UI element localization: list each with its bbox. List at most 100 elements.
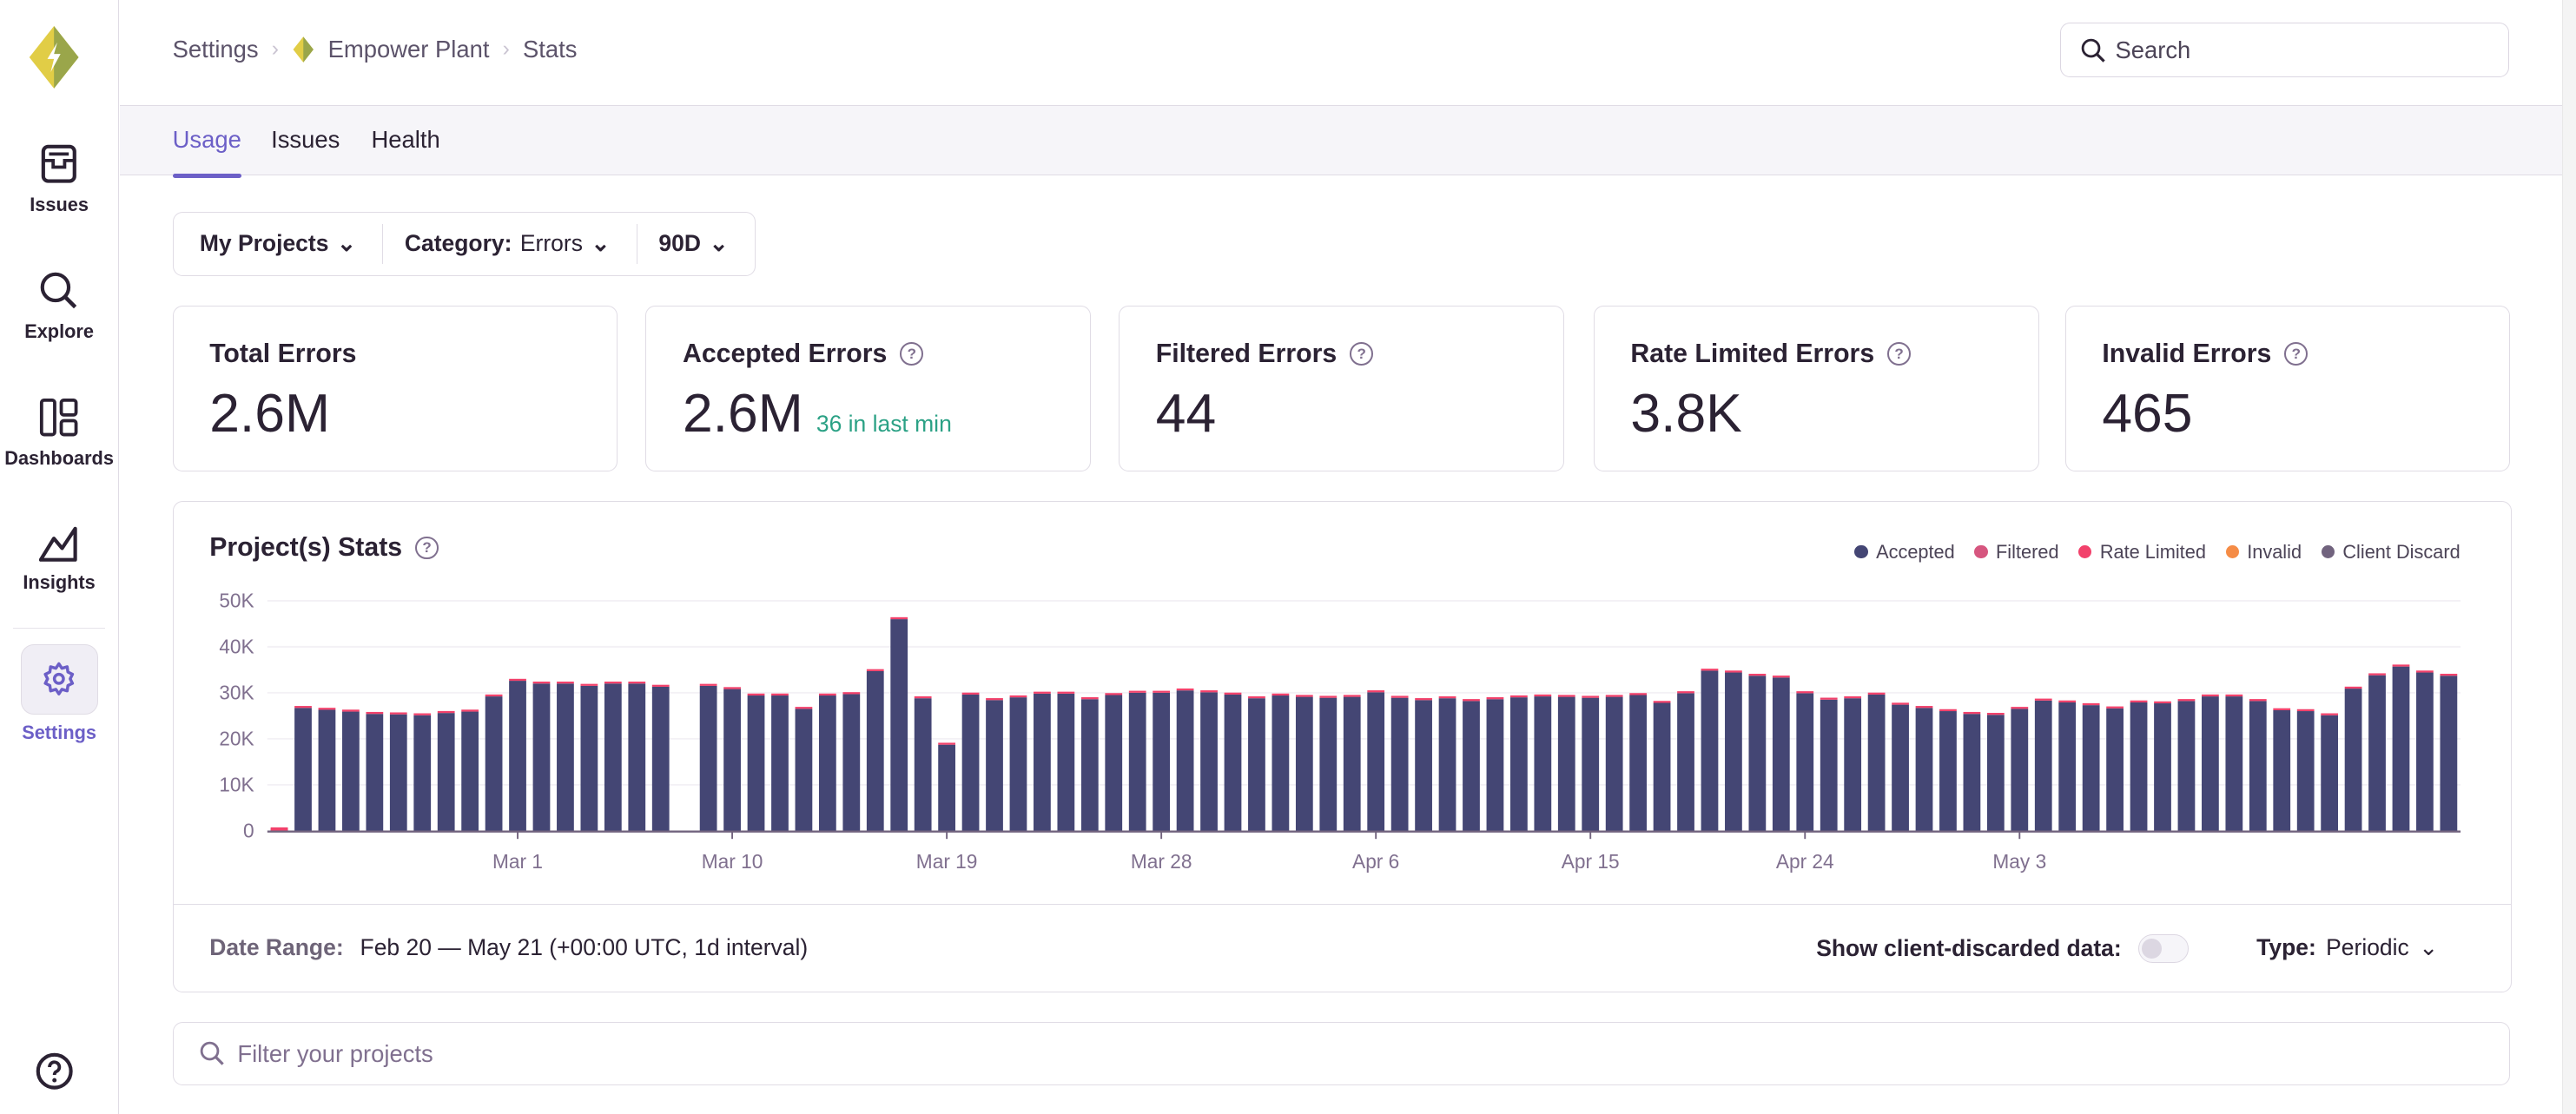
- bar-rate-limited: [460, 709, 479, 712]
- bar-rate-limited: [1009, 695, 1027, 697]
- bar-rate-limited: [508, 678, 526, 681]
- tab-bar: Usage Issues Health: [120, 106, 2563, 178]
- card-value: 3.8K: [1630, 382, 1742, 444]
- bar-accepted: [1438, 697, 1456, 831]
- bar-rate-limited: [723, 686, 741, 689]
- bar-accepted: [866, 670, 884, 831]
- legend-client-discard[interactable]: Client Discard: [2321, 541, 2460, 564]
- client-discard-toggle[interactable]: [2137, 934, 2190, 963]
- bar-rate-limited: [1534, 694, 1551, 696]
- question-icon[interactable]: ?: [415, 536, 439, 560]
- bar-rate-limited: [889, 616, 908, 619]
- legend-accepted[interactable]: Accepted: [1854, 541, 1955, 564]
- chevron-down-icon: ⌄: [2419, 934, 2439, 961]
- bar-rate-limited: [1152, 690, 1170, 693]
- bar-accepted: [318, 709, 335, 831]
- bar-rate-limited: [1939, 709, 1957, 711]
- chart-title: Project(s) Stats: [209, 532, 403, 562]
- sidebar-item-explore[interactable]: Explore: [0, 271, 118, 343]
- bar-accepted: [2105, 708, 2124, 831]
- legend-rate-limited[interactable]: Rate Limited: [2078, 541, 2206, 564]
- legend-invalid[interactable]: Invalid: [2225, 541, 2302, 564]
- legend-filtered[interactable]: Filtered: [1974, 541, 2059, 564]
- sidebar-item-insights[interactable]: Insights: [0, 525, 118, 594]
- scrollbar[interactable]: [2561, 0, 2576, 1114]
- bar-rate-limited: [818, 693, 836, 695]
- bar-rate-limited: [556, 681, 574, 683]
- bar-rate-limited: [866, 669, 884, 671]
- breadcrumb-project[interactable]: Empower Plant: [327, 35, 490, 63]
- search-input[interactable]: Search: [2060, 23, 2509, 77]
- bar-rate-limited: [1867, 692, 1886, 695]
- bar-accepted: [532, 682, 550, 831]
- bar-rate-limited: [1366, 689, 1384, 692]
- date-range-value: Feb 20 — May 21 (+00:00 UTC, 1d interval…: [360, 934, 809, 961]
- bar-rate-limited: [914, 695, 932, 698]
- bar-accepted: [1128, 692, 1146, 831]
- chevron-down-icon: ⌄: [709, 230, 729, 257]
- bar-accepted: [2440, 675, 2457, 831]
- question-icon[interactable]: ?: [2284, 342, 2308, 366]
- question-icon[interactable]: [35, 1051, 74, 1091]
- project-selector[interactable]: My Projects ⌄: [174, 224, 383, 263]
- question-icon[interactable]: ?: [1887, 342, 1911, 366]
- bar-accepted: [1748, 675, 1766, 831]
- bar-accepted: [1009, 696, 1027, 831]
- bar-accepted: [2249, 700, 2267, 831]
- type-selector[interactable]: Type: Periodic ⌄: [2256, 934, 2438, 961]
- bar-rate-limited: [2034, 698, 2052, 701]
- tab-health[interactable]: Health: [371, 125, 440, 153]
- search-placeholder: Search: [2115, 36, 2191, 63]
- bar-accepted: [1581, 697, 1599, 831]
- chart-footer: Date Range: Feb 20 — May 21 (+00:00 UTC, …: [173, 904, 2512, 992]
- bar-rate-limited: [318, 707, 335, 709]
- bar-accepted: [2225, 695, 2242, 831]
- category-value: Errors: [519, 230, 583, 257]
- dashboard-icon: [40, 398, 78, 437]
- breadcrumb: Settings › Empower Plant › Stats: [173, 35, 578, 64]
- breadcrumb-settings[interactable]: Settings: [172, 35, 259, 63]
- bar-rate-limited: [2225, 694, 2242, 696]
- bar-rate-limited: [604, 681, 622, 683]
- tab-issues[interactable]: Issues: [271, 125, 340, 153]
- sidebar-item-issues[interactable]: Issues: [0, 144, 118, 216]
- bar-accepted: [842, 693, 860, 831]
- bar-accepted: [2034, 700, 2052, 831]
- project-stats-card: Project(s) Stats? Accepted Filtered Rate…: [172, 500, 2513, 992]
- bar-accepted: [580, 685, 598, 831]
- x-tick-label: Mar 1: [492, 850, 543, 873]
- bar-accepted: [770, 695, 789, 831]
- tab-usage[interactable]: Usage: [172, 125, 241, 178]
- bar-rate-limited: [1676, 690, 1694, 693]
- chevron-right-icon: ›: [271, 36, 279, 61]
- filter-projects-input[interactable]: Filter your projects: [172, 1021, 2511, 1086]
- sidebar-item-settings[interactable]: Settings: [0, 643, 118, 744]
- category-selector[interactable]: Category: Errors ⌄: [382, 224, 637, 264]
- sidebar-item-label: Explore: [24, 320, 94, 342]
- bar-rate-limited: [1319, 695, 1337, 698]
- card-filtered-errors: Filtered Errors? 44: [1119, 305, 1564, 471]
- period-selector[interactable]: 90D ⌄: [636, 224, 755, 264]
- bar-accepted: [1152, 692, 1170, 831]
- org-logo-icon[interactable]: [26, 26, 82, 89]
- bar-rate-limited: [1414, 697, 1432, 700]
- bar-accepted: [2153, 702, 2171, 831]
- stat-cards: Total Errors 2.6M Accepted Errors? 2.6M 36 …: [172, 305, 2513, 471]
- bar-rate-limited: [2249, 698, 2267, 701]
- bar-rate-limited: [1343, 694, 1361, 697]
- bar-rate-limited: [1557, 694, 1575, 697]
- bar-accepted: [1605, 696, 1623, 831]
- gear-icon: [43, 662, 75, 696]
- question-icon[interactable]: ?: [900, 342, 924, 366]
- bar-rate-limited: [2415, 669, 2434, 673]
- bar-rate-limited: [1080, 696, 1099, 699]
- bar-accepted: [437, 712, 455, 831]
- filter-projects-placeholder: Filter your projects: [237, 1039, 433, 1067]
- bar-rate-limited: [1724, 669, 1742, 673]
- bar-accepted: [508, 680, 526, 831]
- bar-accepted: [1772, 676, 1790, 831]
- question-icon[interactable]: ?: [1350, 342, 1374, 366]
- sidebar-item-dashboards[interactable]: Dashboards: [0, 398, 118, 470]
- bar-accepted: [341, 711, 360, 831]
- bar-rate-limited: [2368, 672, 2386, 676]
